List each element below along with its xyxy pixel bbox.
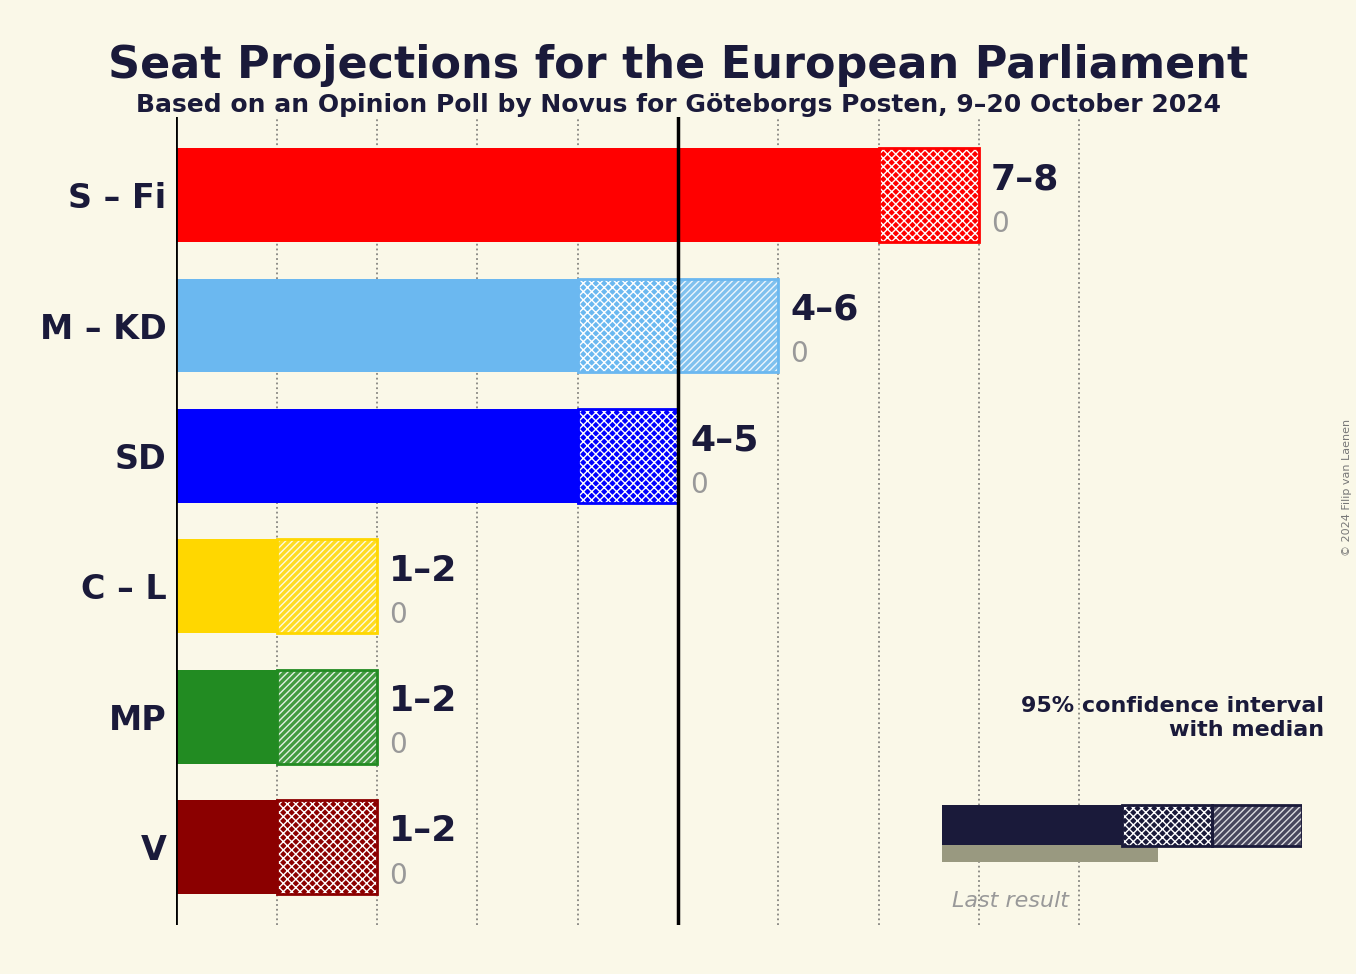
Text: Based on an Opinion Poll by Novus for Göteborgs Posten, 9–20 October 2024: Based on an Opinion Poll by Novus for Gö… [136,93,1220,117]
Bar [678,279,778,372]
Bar [942,845,1158,863]
Bar [578,409,678,503]
Bar [277,540,377,633]
Bar [879,148,979,243]
Text: 1–2: 1–2 [389,814,457,848]
Text: 0: 0 [389,862,407,890]
Text: 1–2: 1–2 [389,684,457,718]
Bar [1121,805,1212,846]
Bar [277,670,377,764]
Text: 4–6: 4–6 [791,293,858,327]
Bar [1212,805,1302,846]
Text: Seat Projections for the European Parliament: Seat Projections for the European Parlia… [108,44,1248,87]
Bar [176,409,578,503]
Bar [176,540,277,633]
Bar [176,148,879,243]
Bar [277,800,377,894]
Bar [176,800,277,894]
Text: 0: 0 [791,340,808,368]
Text: 7–8: 7–8 [991,163,1059,197]
Bar [879,148,979,243]
Bar [578,279,678,372]
Bar [277,670,377,764]
Text: © 2024 Filip van Laenen: © 2024 Filip van Laenen [1341,419,1352,555]
Bar [176,670,277,764]
Text: 4–5: 4–5 [690,424,758,457]
Bar [1212,805,1302,846]
Text: 0: 0 [690,470,708,499]
Text: 0: 0 [389,601,407,629]
Text: 0: 0 [389,731,407,760]
Bar [1121,805,1212,846]
Bar [277,540,377,633]
Text: 95% confidence interval
with median: 95% confidence interval with median [1021,696,1325,739]
Text: Last result: Last result [952,891,1069,912]
Bar [578,409,678,503]
Text: 1–2: 1–2 [389,553,457,587]
Text: 0: 0 [991,209,1009,238]
Bar [578,279,678,372]
Bar [678,279,778,372]
Bar [176,279,578,372]
Bar [277,800,377,894]
Bar [942,805,1121,846]
